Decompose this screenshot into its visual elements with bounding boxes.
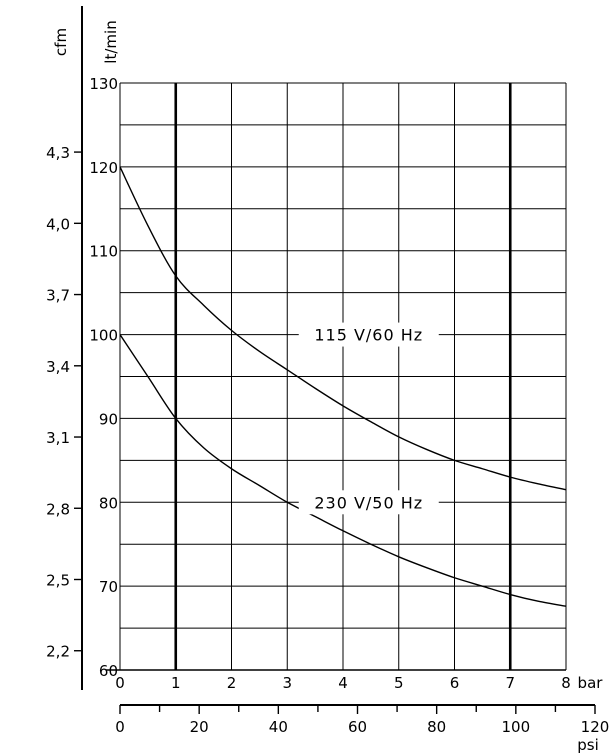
y-tick-label: 110 — [89, 243, 118, 261]
x-tick-label: 2 — [227, 674, 237, 692]
psi-tick-label: 100 — [502, 718, 531, 736]
series-label-bg — [298, 322, 439, 347]
y-tick-label: 70 — [99, 578, 118, 596]
psi-tick-label: 0 — [115, 718, 125, 736]
psi-tick-label: 120 — [581, 718, 609, 736]
psi-tick-label: 80 — [427, 718, 446, 736]
axes — [74, 6, 596, 714]
cfm-tick-label: 3,1 — [46, 429, 70, 447]
highlight-lines — [174, 83, 512, 670]
cfm-tick-label: 3,4 — [46, 358, 70, 376]
grid — [119, 82, 567, 671]
psi-tick-label: 20 — [190, 718, 209, 736]
psi-tick-label: 40 — [269, 718, 288, 736]
series-group: 115 V/60 Hz 230 V/50 Hz — [119, 166, 567, 607]
x-axis-title: bar — [578, 674, 604, 692]
x-tick-label: 1 — [171, 674, 181, 692]
cfm-tick-label: 2,8 — [46, 500, 70, 518]
psi-tick-label: 60 — [348, 718, 367, 736]
y-tick-label: 60 — [99, 662, 118, 680]
series-line — [119, 166, 567, 491]
series-label-bg — [298, 490, 439, 515]
y-tick-label: 130 — [89, 75, 118, 93]
labels: 607080901001101201302,22,52,83,13,43,74,… — [46, 20, 609, 754]
y-tick-label: 120 — [89, 159, 118, 177]
psi-axis-title: psi — [577, 736, 599, 754]
cfm-tick-label: 4,3 — [46, 144, 70, 162]
y-tick-label: 100 — [89, 327, 118, 345]
x-tick-label: 7 — [505, 674, 515, 692]
x-tick-label: 8 — [561, 674, 571, 692]
x-tick-label: 5 — [394, 674, 404, 692]
y-axis-title: lt/min — [102, 20, 120, 63]
x-tick-label: 4 — [338, 674, 348, 692]
series-label: 230 V/50 Hz — [314, 493, 423, 512]
series-line — [119, 334, 567, 607]
cfm-tick-label: 4,0 — [46, 215, 70, 233]
series-label: 115 V/60 Hz — [314, 326, 423, 345]
x-tick-label: 3 — [282, 674, 292, 692]
x-tick-label: 0 — [115, 674, 125, 692]
y-tick-label: 80 — [99, 494, 118, 512]
cfm-tick-label: 2,5 — [46, 572, 70, 590]
cfm-axis-title: cfm — [52, 28, 70, 56]
x-tick-label: 6 — [450, 674, 460, 692]
cfm-tick-label: 3,7 — [46, 287, 70, 305]
y-tick-label: 90 — [99, 410, 118, 428]
cfm-tick-label: 2,2 — [46, 643, 70, 661]
